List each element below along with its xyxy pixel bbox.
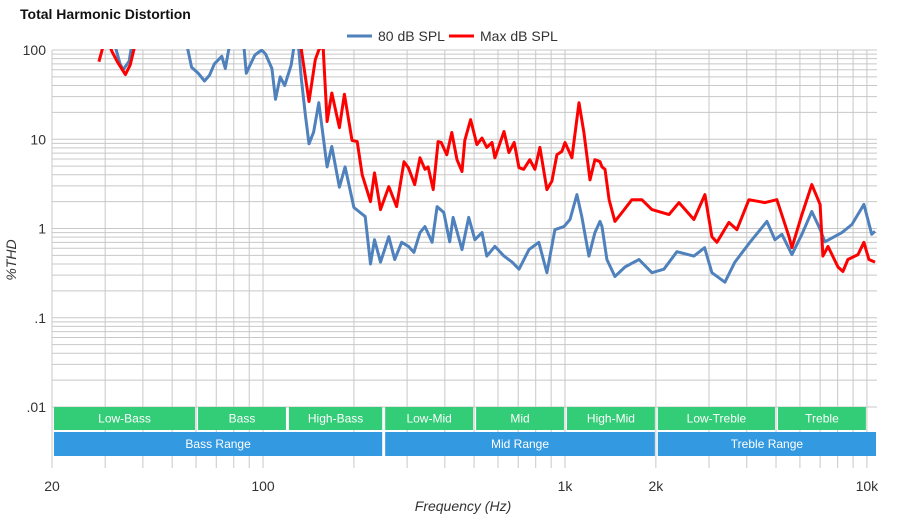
band-label: Treble Range [731,437,804,451]
band-low-treble [657,407,776,430]
x-tick-label: 100 [251,478,275,494]
band-bass-range [54,432,383,456]
series-line-max-db-spl [97,49,876,273]
band-treble-range [657,432,876,456]
legend: 80 dB SPL Max dB SPL [347,28,558,44]
chart-title: Total Harmonic Distortion [20,6,191,22]
band-label: Treble [805,412,839,426]
band-high-mid [566,407,655,430]
x-tick-label: 20 [44,478,60,494]
x-tick-label: 10k [856,478,880,494]
x-axis-title: Frequency (Hz) [415,498,511,514]
band-label: Mid [510,412,529,426]
band-label: High-Bass [308,412,363,426]
series-lines [97,49,877,284]
series-line-80db-spl [114,49,877,284]
y-axis-title: %THD [3,239,19,280]
y-tick-label: .1 [34,310,46,326]
frequency-bands: Low-Bass Bass High-Bass Low-Mid Mid High-Mid L… [54,407,876,456]
band-bass [198,407,286,430]
x-tick-label: 1k [558,478,574,494]
band-label: Mid Range [491,437,549,451]
band-high-bass [288,407,383,430]
band-label: Low-Mid [406,412,451,426]
band-mid [476,407,564,430]
band-low-mid [385,407,474,430]
y-tick-label: 10 [30,131,46,147]
band-label: Low-Treble [687,412,747,426]
band-label: Low-Bass [98,412,151,426]
y-tick-label: 1 [38,221,46,237]
band-treble [778,407,866,430]
band-label: High-Mid [587,412,635,426]
band-mid-range [385,432,655,456]
x-tick-labels: 20 100 1k 2k 10k [44,478,879,494]
legend-label-80db: 80 dB SPL [378,28,445,44]
grid [51,49,877,468]
y-tick-label: .01 [27,399,47,415]
y-tick-labels: 100 10 1 .1 .01 [23,42,47,415]
legend-label-max: Max dB SPL [480,28,558,44]
x-tick-label: 2k [648,478,664,494]
band-label: Bass Range [185,437,251,451]
band-label: Bass [229,412,256,426]
y-tick-label: 100 [23,42,47,58]
band-low-bass [54,407,196,430]
